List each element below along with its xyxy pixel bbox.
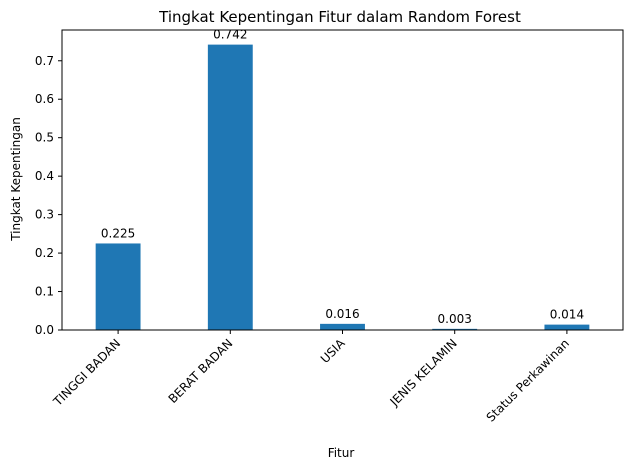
y-tick-label-6: 0.6 <box>35 92 54 106</box>
x-axis-label: Fitur <box>328 446 355 460</box>
y-tick-label-2: 0.2 <box>35 246 54 260</box>
bar-0 <box>95 243 141 330</box>
chart-title: Tingkat Kepentingan Fitur dalam Random F… <box>158 8 521 26</box>
data-label-2: 0.016 <box>325 307 359 321</box>
y-tick-label-5: 0.5 <box>35 131 54 145</box>
y-tick-label-1: 0.1 <box>35 285 54 299</box>
y-axis-label: Tingkat Kepentingan <box>9 117 23 242</box>
y-tick-label-0: 0.0 <box>35 323 54 337</box>
bar-2 <box>320 323 365 330</box>
y-tick-label-7: 0.7 <box>35 54 54 68</box>
y-tick-label-3: 0.3 <box>35 208 54 222</box>
data-label-0: 0.225 <box>101 226 135 240</box>
bars-layer <box>95 44 590 330</box>
data-label-1: 0.742 <box>213 28 247 42</box>
y-axis: 0.0 0.1 0.2 0.3 0.4 0.5 0.6 0.7 <box>35 54 62 337</box>
data-labels-layer: 0.225 0.742 0.016 0.003 0.014 <box>101 28 584 326</box>
y-tick-label-4: 0.4 <box>35 169 54 183</box>
data-label-3: 0.003 <box>438 312 472 326</box>
data-label-4: 0.014 <box>550 308 584 322</box>
bar-3 <box>432 328 478 330</box>
bar-4 <box>544 324 590 330</box>
bar-1 <box>207 44 253 330</box>
